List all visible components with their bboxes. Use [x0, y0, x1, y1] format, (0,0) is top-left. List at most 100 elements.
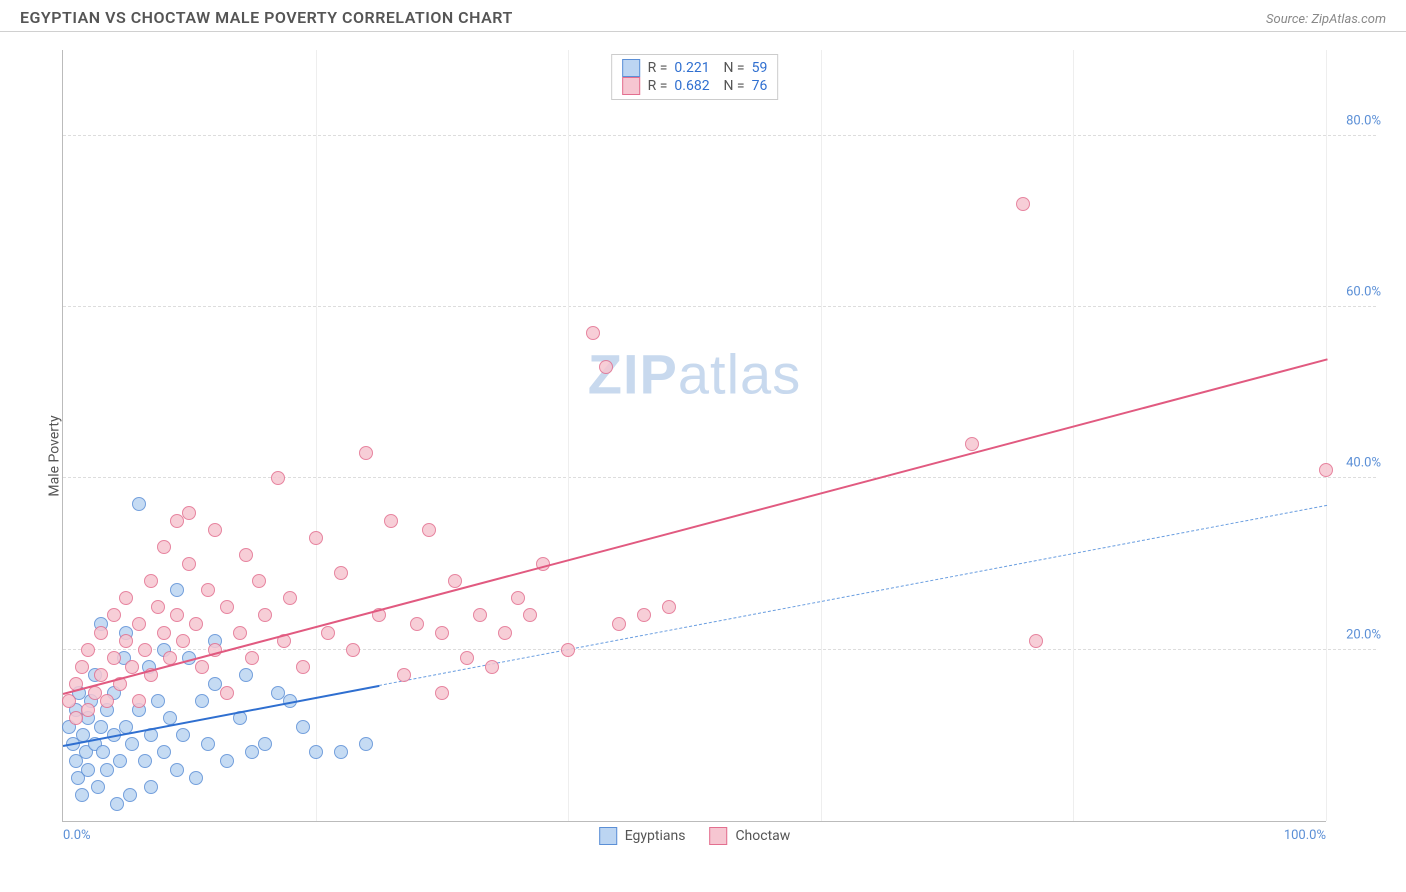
- correlation-legend-row: R = 0.682 N = 76: [622, 77, 768, 95]
- scatter-point: [94, 720, 108, 734]
- scatter-point: [965, 437, 979, 451]
- scatter-point: [662, 600, 676, 614]
- watermark-suffix: atlas: [678, 342, 801, 405]
- scatter-point: [599, 360, 613, 374]
- scatter-point: [252, 574, 266, 588]
- gridline-horizontal: [63, 477, 1376, 478]
- scatter-point: [309, 745, 323, 759]
- scatter-point: [119, 591, 133, 605]
- scatter-point: [283, 591, 297, 605]
- scatter-point: [561, 643, 575, 657]
- scatter-point: [91, 780, 105, 794]
- scatter-point: [523, 608, 537, 622]
- scatter-point: [119, 634, 133, 648]
- scatter-point: [75, 660, 89, 674]
- scatter-point: [107, 651, 121, 665]
- scatter-point: [359, 446, 373, 460]
- scatter-point: [170, 514, 184, 528]
- scatter-point: [75, 788, 89, 802]
- scatter-point: [586, 326, 600, 340]
- scatter-point: [151, 600, 165, 614]
- watermark-prefix: ZIP: [588, 342, 678, 405]
- plot-area: ZIPatlas R = 0.221 N = 59R = 0.682 N = 7…: [62, 50, 1326, 822]
- y-tick-label: 20.0%: [1346, 627, 1381, 642]
- scatter-point: [176, 634, 190, 648]
- scatter-point: [498, 626, 512, 640]
- scatter-point: [296, 660, 310, 674]
- correlation-legend-text: R = 0.682 N = 76: [648, 78, 768, 94]
- legend-swatch: [622, 77, 640, 95]
- scatter-point: [81, 643, 95, 657]
- legend-item: Egyptians: [599, 827, 686, 845]
- legend-label: Egyptians: [625, 828, 686, 844]
- scatter-point: [182, 506, 196, 520]
- correlation-legend: R = 0.221 N = 59R = 0.682 N = 76: [611, 54, 779, 100]
- scatter-point: [435, 686, 449, 700]
- scatter-point: [81, 763, 95, 777]
- scatter-point: [448, 574, 462, 588]
- gridline-vertical: [568, 50, 569, 821]
- legend-swatch: [622, 59, 640, 77]
- scatter-point: [239, 668, 253, 682]
- scatter-point: [245, 651, 259, 665]
- scatter-point: [220, 754, 234, 768]
- gridline-vertical: [316, 50, 317, 821]
- source-name: ZipAtlas.com: [1311, 12, 1386, 27]
- watermark: ZIPatlas: [588, 341, 801, 406]
- legend-label: Choctaw: [735, 828, 790, 844]
- y-tick-label: 60.0%: [1346, 285, 1381, 300]
- legend-swatch: [709, 827, 727, 845]
- scatter-point: [132, 617, 146, 631]
- source-label: Source:: [1266, 12, 1311, 27]
- x-tick-label: 100.0%: [1284, 828, 1326, 843]
- scatter-point: [144, 574, 158, 588]
- scatter-point: [138, 643, 152, 657]
- scatter-point: [201, 583, 215, 597]
- scatter-point: [208, 677, 222, 691]
- scatter-point: [81, 703, 95, 717]
- x-tick-label: 0.0%: [63, 828, 91, 843]
- scatter-point: [397, 668, 411, 682]
- y-tick-label: 40.0%: [1346, 456, 1381, 471]
- legend-item: Choctaw: [709, 827, 790, 845]
- scatter-point: [220, 686, 234, 700]
- scatter-point: [144, 780, 158, 794]
- legend-swatch: [599, 827, 617, 845]
- scatter-point: [110, 797, 124, 811]
- scatter-point: [94, 668, 108, 682]
- scatter-point: [384, 514, 398, 528]
- gridline-horizontal: [63, 135, 1376, 136]
- scatter-point: [123, 788, 137, 802]
- scatter-point: [271, 686, 285, 700]
- scatter-point: [334, 566, 348, 580]
- scatter-point: [132, 694, 146, 708]
- scatter-point: [189, 771, 203, 785]
- scatter-point: [233, 626, 247, 640]
- scatter-point: [94, 626, 108, 640]
- scatter-point: [96, 745, 110, 759]
- scatter-point: [435, 626, 449, 640]
- scatter-point: [485, 660, 499, 674]
- gridline-horizontal: [63, 306, 1376, 307]
- scatter-point: [125, 660, 139, 674]
- scatter-point: [1016, 197, 1030, 211]
- scatter-point: [410, 617, 424, 631]
- scatter-point: [612, 617, 626, 631]
- scatter-point: [220, 600, 234, 614]
- scatter-point: [258, 737, 272, 751]
- scatter-point: [125, 737, 139, 751]
- gridline-vertical: [821, 50, 822, 821]
- scatter-point: [170, 608, 184, 622]
- correlation-legend-row: R = 0.221 N = 59: [622, 59, 768, 77]
- trend-line: [63, 359, 1328, 695]
- scatter-point: [346, 643, 360, 657]
- scatter-point: [157, 626, 171, 640]
- gridline-vertical: [1326, 50, 1327, 821]
- scatter-point: [271, 471, 285, 485]
- scatter-point: [170, 763, 184, 777]
- scatter-point: [132, 497, 146, 511]
- scatter-point: [100, 694, 114, 708]
- scatter-point: [189, 617, 203, 631]
- scatter-point: [422, 523, 436, 537]
- gridline-vertical: [1073, 50, 1074, 821]
